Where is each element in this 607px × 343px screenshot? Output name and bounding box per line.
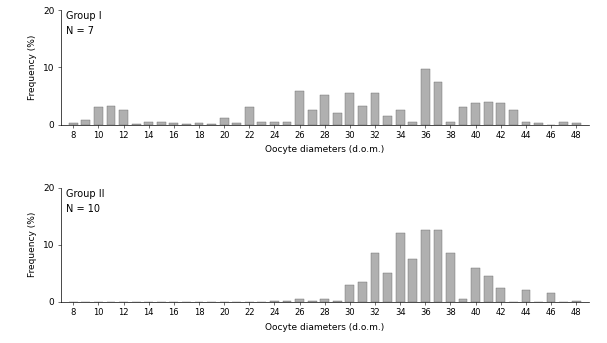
Bar — [534, 123, 543, 125]
Bar — [446, 253, 455, 302]
Bar — [207, 124, 216, 125]
Bar — [283, 301, 291, 302]
Bar — [119, 110, 128, 125]
Bar — [195, 123, 203, 125]
Bar — [521, 291, 531, 302]
Bar — [182, 124, 191, 125]
Bar — [559, 122, 568, 125]
Bar — [383, 273, 392, 302]
Bar — [94, 107, 103, 125]
Bar — [446, 122, 455, 125]
Bar — [521, 122, 531, 125]
Bar — [572, 123, 581, 125]
Bar — [69, 123, 78, 125]
Bar — [409, 122, 417, 125]
Bar — [572, 301, 581, 302]
Bar — [81, 120, 90, 125]
Bar — [433, 230, 443, 302]
Text: N = 7: N = 7 — [66, 26, 94, 36]
X-axis label: Oocyte diameters (d.o.m.): Oocyte diameters (d.o.m.) — [265, 145, 384, 154]
Bar — [132, 124, 141, 125]
Bar — [497, 287, 505, 302]
Bar — [345, 93, 354, 125]
Bar — [220, 118, 229, 125]
Bar — [421, 230, 430, 302]
Bar — [471, 103, 480, 125]
Bar — [320, 299, 329, 302]
Bar — [107, 106, 115, 125]
Bar — [421, 69, 430, 125]
Text: Group I: Group I — [66, 11, 101, 21]
Bar — [433, 82, 443, 125]
Y-axis label: Frequency (%): Frequency (%) — [29, 212, 38, 277]
Bar — [295, 92, 304, 125]
Bar — [358, 282, 367, 302]
Bar — [396, 233, 405, 302]
Bar — [371, 93, 379, 125]
Bar — [509, 110, 518, 125]
Bar — [320, 95, 329, 125]
Bar — [333, 113, 342, 125]
Bar — [295, 299, 304, 302]
Bar — [308, 301, 317, 302]
Bar — [345, 285, 354, 302]
Bar — [157, 122, 166, 125]
X-axis label: Oocyte diameters (d.o.m.): Oocyte diameters (d.o.m.) — [265, 323, 384, 332]
Bar — [283, 122, 291, 125]
Bar — [459, 107, 467, 125]
Bar — [459, 299, 467, 302]
Text: N = 10: N = 10 — [66, 203, 100, 213]
Bar — [371, 253, 379, 302]
Bar — [308, 110, 317, 125]
Bar — [169, 123, 178, 125]
Bar — [270, 122, 279, 125]
Bar — [484, 102, 493, 125]
Bar — [396, 110, 405, 125]
Bar — [547, 293, 555, 302]
Bar — [409, 259, 417, 302]
Bar — [484, 276, 493, 302]
Y-axis label: Frequency (%): Frequency (%) — [29, 35, 38, 100]
Bar — [471, 268, 480, 302]
Text: Group II: Group II — [66, 189, 104, 199]
Bar — [497, 103, 505, 125]
Bar — [333, 301, 342, 302]
Bar — [270, 301, 279, 302]
Bar — [257, 122, 266, 125]
Bar — [232, 123, 241, 125]
Bar — [383, 116, 392, 125]
Bar — [245, 107, 254, 125]
Bar — [144, 122, 153, 125]
Bar — [358, 106, 367, 125]
